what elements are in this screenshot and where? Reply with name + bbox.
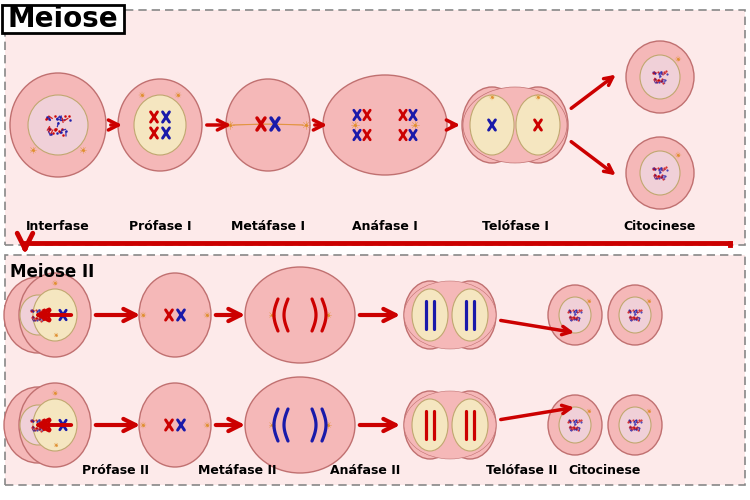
Text: Telófase I: Telófase I <box>482 220 548 233</box>
Ellipse shape <box>33 399 77 451</box>
Ellipse shape <box>404 281 456 349</box>
Text: Citocinese: Citocinese <box>568 464 641 477</box>
Ellipse shape <box>463 87 567 163</box>
Ellipse shape <box>452 399 488 451</box>
Ellipse shape <box>134 95 186 155</box>
Text: Prófase II: Prófase II <box>82 464 148 477</box>
Ellipse shape <box>470 95 514 155</box>
Ellipse shape <box>323 75 447 175</box>
Ellipse shape <box>412 289 448 341</box>
Ellipse shape <box>226 79 310 171</box>
Ellipse shape <box>245 267 355 363</box>
Ellipse shape <box>20 405 56 445</box>
Ellipse shape <box>619 407 651 443</box>
Ellipse shape <box>559 297 591 333</box>
Ellipse shape <box>412 399 448 451</box>
Text: Meiose: Meiose <box>8 5 118 33</box>
Ellipse shape <box>19 273 91 357</box>
Ellipse shape <box>139 273 211 357</box>
Ellipse shape <box>4 277 72 353</box>
Text: Metáfase II: Metáfase II <box>198 464 276 477</box>
Text: Prófase I: Prófase I <box>129 220 191 233</box>
Ellipse shape <box>452 289 488 341</box>
Ellipse shape <box>626 137 694 209</box>
Ellipse shape <box>619 297 651 333</box>
Ellipse shape <box>559 407 591 443</box>
Ellipse shape <box>462 87 522 163</box>
Ellipse shape <box>404 391 496 459</box>
Text: Citocinese: Citocinese <box>624 220 696 233</box>
Ellipse shape <box>28 95 88 155</box>
Ellipse shape <box>608 395 662 455</box>
Ellipse shape <box>4 387 72 463</box>
Ellipse shape <box>404 281 496 349</box>
Ellipse shape <box>10 73 106 177</box>
Text: Meiose I: Meiose I <box>10 20 88 38</box>
Ellipse shape <box>640 151 680 195</box>
FancyBboxPatch shape <box>2 5 124 33</box>
Ellipse shape <box>508 87 568 163</box>
Ellipse shape <box>19 383 91 467</box>
Text: Anáfase I: Anáfase I <box>352 220 418 233</box>
Text: Meiose II: Meiose II <box>10 263 94 281</box>
Ellipse shape <box>548 395 602 455</box>
Ellipse shape <box>608 285 662 345</box>
Text: Anáfase II: Anáfase II <box>330 464 400 477</box>
Ellipse shape <box>118 79 202 171</box>
Ellipse shape <box>20 295 56 335</box>
Text: Telófase II: Telófase II <box>486 464 558 477</box>
Text: Metáfase I: Metáfase I <box>231 220 305 233</box>
Ellipse shape <box>516 95 560 155</box>
FancyBboxPatch shape <box>5 10 745 245</box>
Ellipse shape <box>640 55 680 99</box>
Ellipse shape <box>33 289 77 341</box>
Ellipse shape <box>139 383 211 467</box>
Ellipse shape <box>548 285 602 345</box>
Ellipse shape <box>444 281 496 349</box>
Ellipse shape <box>404 391 456 459</box>
Ellipse shape <box>444 391 496 459</box>
Ellipse shape <box>245 377 355 473</box>
FancyBboxPatch shape <box>5 255 745 485</box>
Text: Interfase: Interfase <box>26 220 90 233</box>
Ellipse shape <box>626 41 694 113</box>
